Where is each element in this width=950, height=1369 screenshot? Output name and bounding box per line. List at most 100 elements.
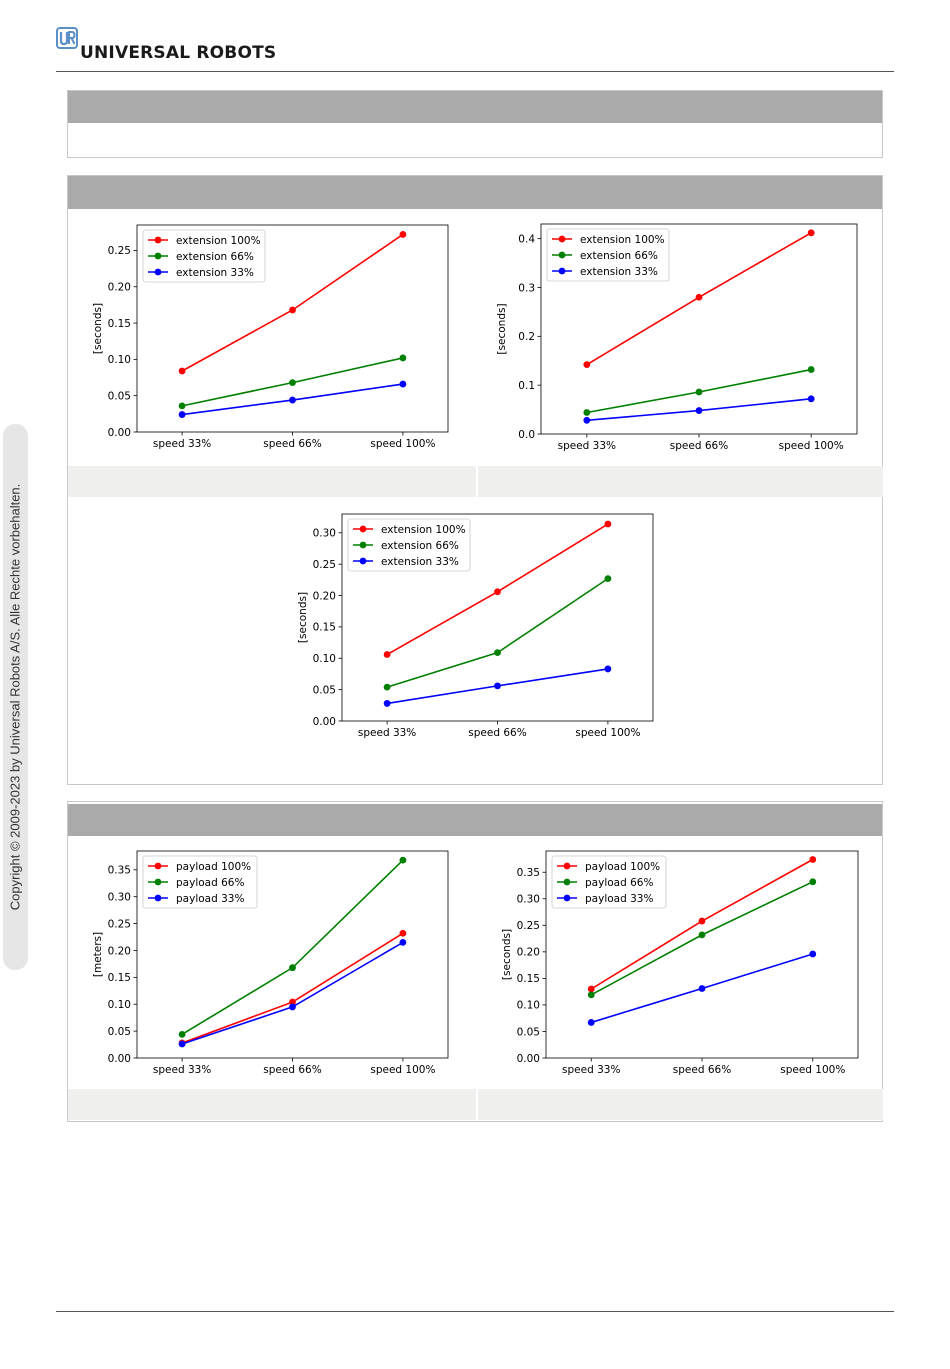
y-tick-label: 0.10 [517, 1000, 540, 1012]
data-point [383, 683, 391, 691]
data-point [289, 998, 296, 1006]
table-3-header [68, 804, 882, 836]
y-tick-label: 0.25 [108, 918, 131, 930]
legend-label: extension 66% [176, 251, 254, 263]
legend-marker [154, 236, 162, 244]
legend: extension 100% extension 66% extension 33% [347, 518, 471, 572]
data-point [494, 588, 501, 596]
y-tick-label: 0.00 [313, 716, 336, 728]
ur-logo-icon [56, 27, 78, 49]
legend-label: extension 66% [381, 540, 459, 552]
data-point [178, 1030, 186, 1038]
chart-2: 0.0 0.1 0.2 0.3 0.4 speed 33% speed 66% speed 1… [496, 220, 860, 455]
data-point [289, 396, 296, 404]
y-tick-label: 0.30 [313, 528, 336, 540]
y-tick-label: 0.25 [108, 245, 131, 257]
y-tick-label: 0.35 [108, 865, 131, 877]
y-axis-label: [seconds] [297, 592, 309, 643]
x-tick-label: speed 66% [673, 1064, 731, 1076]
copyright-text: Copyright © 2009-2023 by Universal Robot… [7, 483, 23, 911]
y-tick-label: 0.20 [108, 282, 131, 294]
x-tick-label: speed 33% [153, 1064, 211, 1076]
data-point [583, 409, 591, 416]
y-tick-label: 0.05 [313, 684, 336, 696]
legend-marker [563, 894, 571, 902]
legend-marker [154, 252, 162, 260]
y-tick-label: 0.30 [517, 894, 540, 906]
legend-marker [359, 525, 367, 533]
legend-marker [563, 878, 571, 886]
legend: payload 100% payload 66% payload 33% [551, 855, 667, 909]
x-tick-label: speed 33% [358, 727, 416, 739]
x-tick-label: speed 100% [370, 438, 435, 450]
data-point [587, 991, 595, 999]
x-tick-label: speed 33% [153, 438, 211, 450]
brand-name: UNIVERSAL ROBOTS [80, 43, 277, 63]
legend-label: payload 33% [176, 893, 244, 905]
data-point [583, 416, 591, 424]
data-point [383, 651, 391, 658]
x-tick-label: speed 33% [558, 440, 616, 452]
y-tick-label: 0.15 [517, 973, 540, 985]
y-tick-label: 0.00 [108, 1053, 131, 1065]
data-point [604, 520, 612, 528]
legend-label: payload 66% [585, 877, 653, 889]
legend: extension 100% extension 66% extension 33% [546, 228, 670, 282]
legend-label: extension 33% [580, 266, 658, 278]
y-tick-label: 0.30 [108, 892, 131, 904]
data-point [289, 306, 296, 314]
caption-cell-left [68, 466, 476, 497]
y-tick-label: 0.00 [108, 427, 131, 439]
x-tick-label: speed 66% [263, 438, 321, 450]
data-point [807, 229, 815, 237]
y-axis-label: [seconds] [496, 303, 508, 354]
footer-divider [56, 1311, 894, 1312]
legend-box [347, 518, 471, 572]
data-point [289, 1003, 296, 1011]
header-divider [56, 71, 894, 72]
y-tick-label: 0.25 [517, 920, 540, 932]
y-tick-label: 0.15 [108, 972, 131, 984]
data-point [809, 950, 817, 958]
y-tick-label: 0.15 [108, 318, 131, 330]
data-point [178, 1040, 186, 1048]
y-tick-label: 0.4 [518, 233, 535, 245]
data-point [399, 939, 407, 946]
data-point [399, 380, 407, 388]
y-tick-label: 0.10 [108, 999, 131, 1011]
y-tick-label: 0.10 [313, 653, 336, 665]
chart-5: 0.00 0.05 0.10 0.15 0.20 0.25 0.30 0.35 speed 33… [500, 847, 860, 1082]
chart-1: 0.00 0.05 0.10 0.15 0.20 0.25 speed 33% speed 6… [90, 220, 450, 455]
x-tick-label: speed 66% [468, 727, 526, 739]
data-point [698, 985, 706, 992]
legend-label: payload 66% [176, 877, 244, 889]
caption-cell-right [478, 466, 883, 497]
legend-label: payload 100% [176, 861, 251, 873]
legend-box [142, 229, 266, 283]
legend-marker [563, 862, 571, 870]
data-point [698, 931, 706, 939]
data-point [494, 649, 501, 657]
y-tick-label: 0.10 [108, 354, 131, 366]
x-tick-label: speed 100% [780, 1064, 845, 1076]
legend-box [546, 228, 670, 282]
y-tick-label: 0.00 [517, 1053, 540, 1065]
legend-marker [154, 268, 162, 276]
legend-label: extension 100% [381, 524, 466, 536]
legend-marker [558, 267, 566, 275]
data-point [289, 379, 296, 387]
legend-label: extension 33% [381, 556, 459, 568]
table-2-header [68, 176, 882, 209]
data-point [695, 293, 703, 301]
data-point [695, 388, 703, 396]
data-point [604, 575, 612, 583]
legend: payload 100% payload 66% payload 33% [142, 855, 258, 909]
legend-marker [154, 878, 162, 886]
legend-box [551, 855, 667, 909]
data-point [178, 411, 186, 418]
data-point [399, 929, 407, 937]
legend-marker [154, 862, 162, 870]
legend-marker [359, 541, 367, 549]
legend-label: payload 100% [585, 861, 660, 873]
y-axis-label: [meters] [92, 932, 104, 977]
